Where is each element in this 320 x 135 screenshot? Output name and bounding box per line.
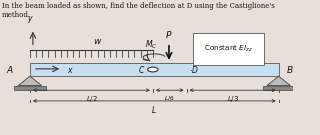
Text: $w$: $w$ (92, 37, 102, 46)
Text: $\cdot D$: $\cdot D$ (189, 64, 199, 75)
Text: $L/3$: $L/3$ (227, 94, 239, 104)
Text: $A$: $A$ (6, 64, 14, 75)
Text: $C$: $C$ (138, 64, 146, 75)
Polygon shape (18, 76, 42, 86)
Polygon shape (267, 76, 290, 86)
Bar (263, 86, 295, 90)
Text: $P$: $P$ (165, 29, 173, 40)
Text: $x$: $x$ (67, 66, 73, 75)
Text: $M_C$: $M_C$ (145, 38, 157, 51)
Text: $B$: $B$ (286, 64, 294, 75)
Text: $L/6$: $L/6$ (164, 94, 175, 102)
Text: $y$: $y$ (27, 14, 33, 25)
Text: $L/2$: $L/2$ (85, 94, 97, 104)
Text: Constant $EI_{zz}$: Constant $EI_{zz}$ (204, 44, 253, 54)
Text: In the beam loaded as shown, find the deflection at D using the Castiglione's
me: In the beam loaded as shown, find the de… (2, 2, 275, 19)
Bar (14, 86, 46, 90)
Text: $L$: $L$ (151, 104, 157, 115)
Bar (30, 63, 279, 75)
Circle shape (148, 67, 158, 72)
